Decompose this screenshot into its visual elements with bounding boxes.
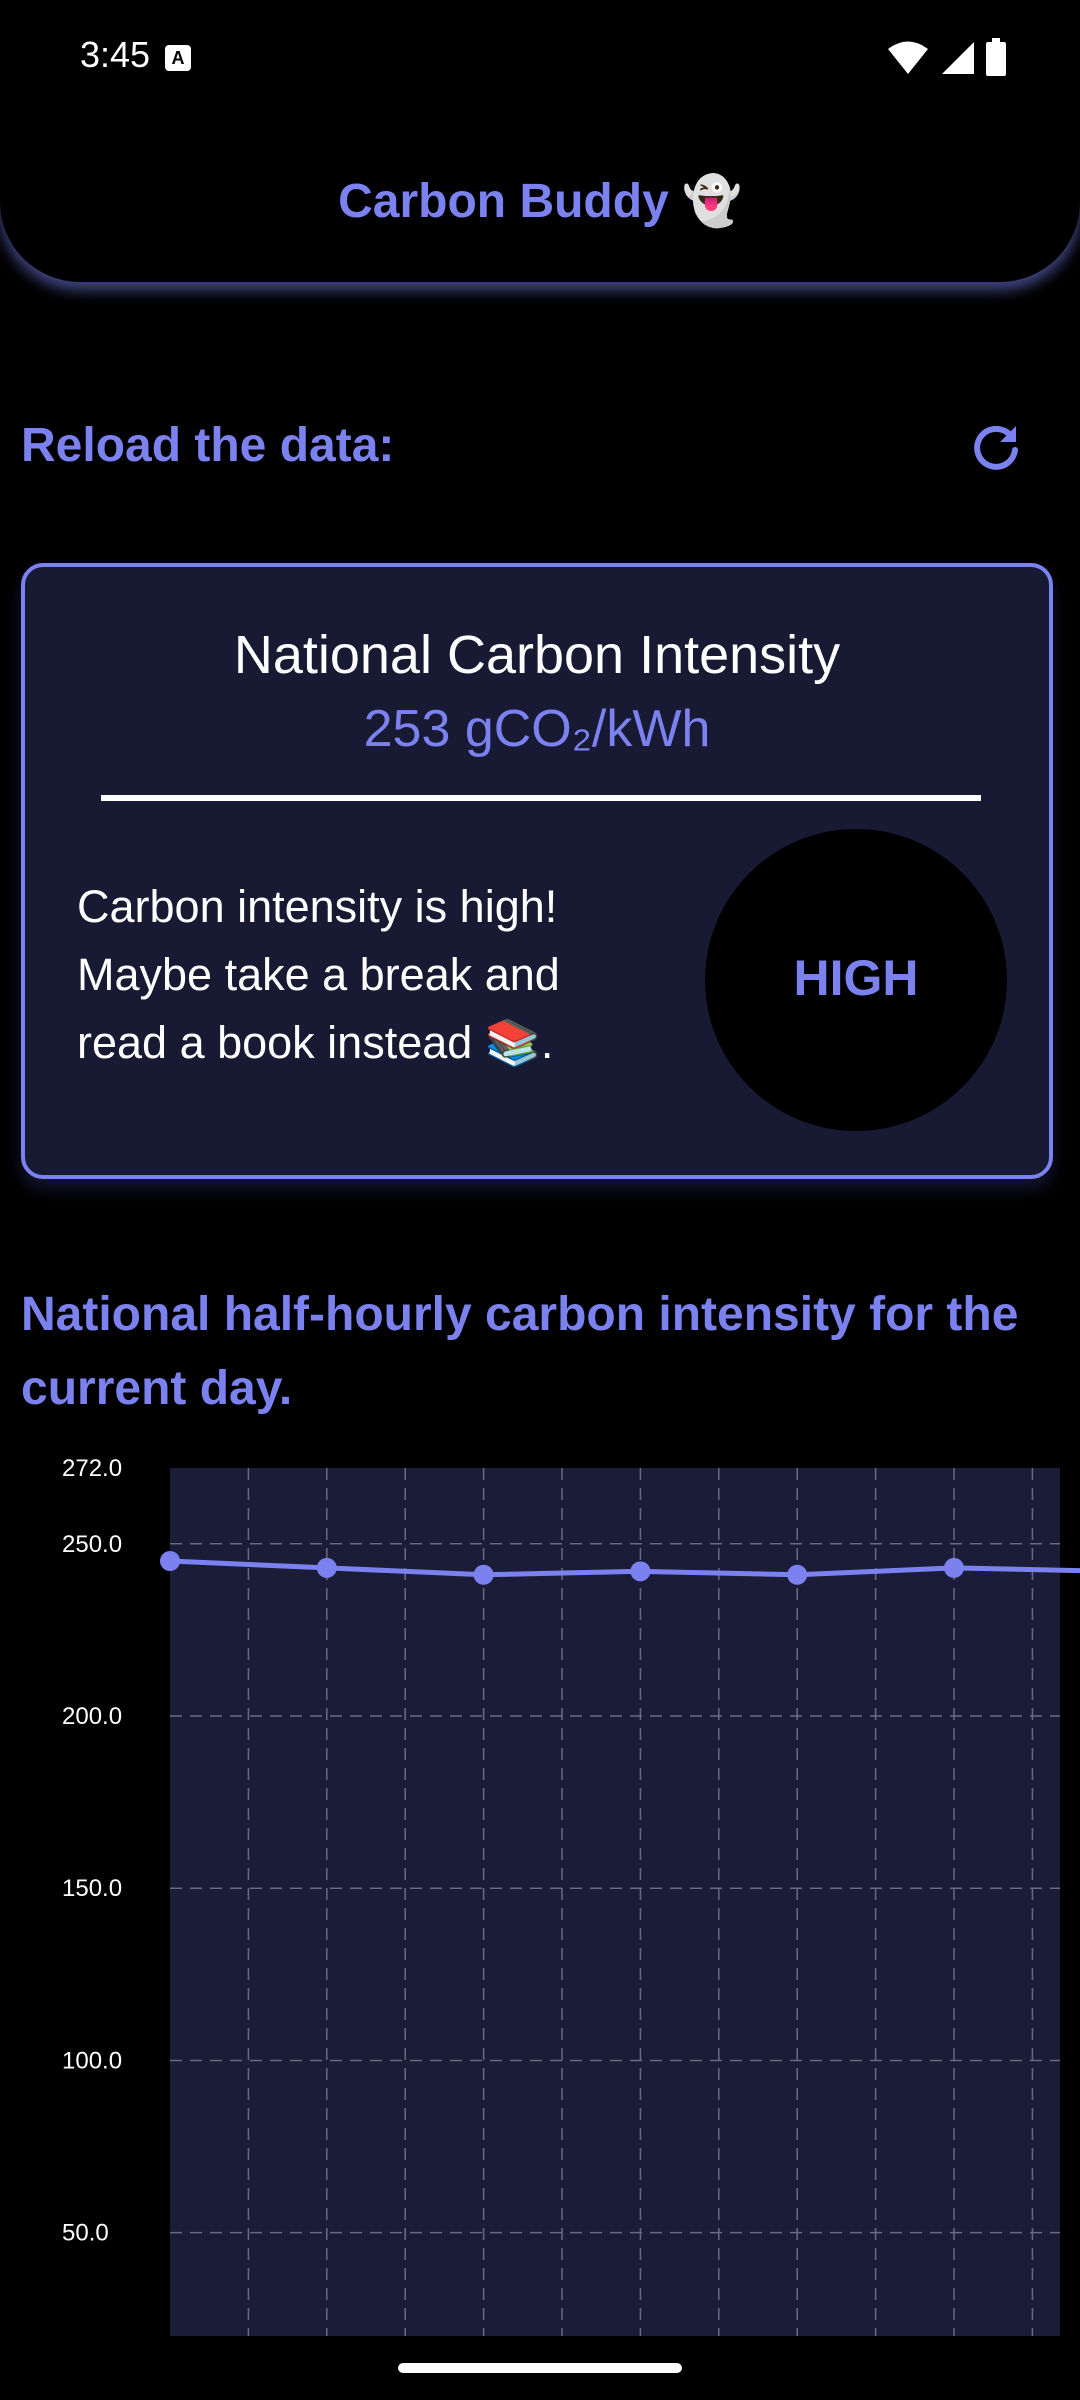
intensity-level-badge: HIGH [705,829,1007,1131]
reload-label: Reload the data: [21,419,395,472]
data-point [160,1551,180,1571]
y-tick-label: 150.0 [62,1875,122,1902]
chart-plot-area [170,1468,1060,2336]
data-point [316,1557,337,1578]
data-point [787,1564,808,1585]
advice-message: Carbon intensity is high! Maybe take a b… [77,881,560,1068]
refresh-icon [974,425,1018,470]
battery-icon [986,38,1006,76]
notification-a-icon: A [165,45,191,71]
status-bar: 3:45 A [0,0,1080,120]
carbon-intensity-value: 253 gCO₂/kWh [363,700,711,758]
y-tick-label: 272.0 [62,1455,122,1482]
half-hourly-intensity-chart: 272.0 250.0 200.0 150.0 100.0 50.0 [62,1455,1080,2336]
y-tick-label: 250.0 [62,1531,122,1558]
carbon-intensity-card: National Carbon Intensity 253 gCO₂/kWh C… [21,563,1053,1179]
card-title: National Carbon Intensity [233,625,841,685]
card-divider [101,795,981,801]
status-time: 3:45 [80,34,151,75]
navigation-handle[interactable] [398,2363,682,2373]
data-point [473,1564,494,1585]
app-title: Carbon Buddy 👻 [338,175,742,228]
intensity-level-text: HIGH [793,950,919,1006]
chart-heading: National half-hourly carbon intensity fo… [21,1288,1019,1415]
reload-button[interactable] [966,418,1026,478]
wifi-icon [888,41,928,74]
y-tick-label: 200.0 [62,1703,122,1730]
signal-icon [942,42,974,74]
data-point [630,1561,651,1582]
data-point [944,1557,964,1578]
y-tick-label: 100.0 [62,2047,122,2074]
y-tick-label: 50.0 [62,2220,109,2247]
